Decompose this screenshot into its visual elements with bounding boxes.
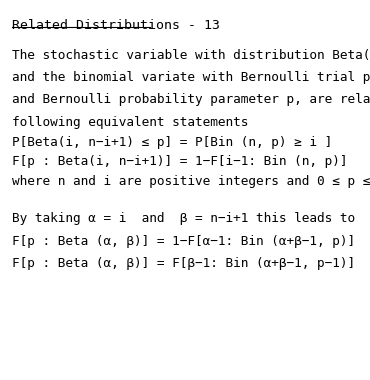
Text: and Bernoulli probability parameter p, are related by the: and Bernoulli probability parameter p, a… <box>12 93 370 106</box>
Text: P[Beta(i, n−i+1) ≤ p] = P[Bin (n, p) ≥ i ]: P[Beta(i, n−i+1) ≤ p] = P[Bin (n, p) ≥ i… <box>12 136 333 149</box>
Text: F[p : Beta (α, β)] = 1−F[α−1: Bin (α+β−1, p)]: F[p : Beta (α, β)] = 1−F[α−1: Bin (α+β−1… <box>12 234 355 248</box>
Text: and the binomial variate with Bernoulli trial parameter n: and the binomial variate with Bernoulli … <box>12 71 370 84</box>
Text: Related Distributions - 13: Related Distributions - 13 <box>12 19 220 32</box>
Text: following equivalent statements: following equivalent statements <box>12 116 249 129</box>
Text: The stochastic variable with distribution Beta(i, n−i+1): The stochastic variable with distributio… <box>12 49 370 62</box>
Text: where n and i are positive integers and 0 ≤ p ≤ 1.: where n and i are positive integers and … <box>12 175 370 188</box>
Text: F[p : Beta(i, n−i+1)] = 1−F[i−1: Bin (n, p)]: F[p : Beta(i, n−i+1)] = 1−F[i−1: Bin (n,… <box>12 155 348 168</box>
Text: By taking α = i  and  β = n−i+1 this leads to: By taking α = i and β = n−i+1 this leads… <box>12 212 355 225</box>
Text: F[p : Beta (α, β)] = F[β−1: Bin (α+β−1, p−1)]: F[p : Beta (α, β)] = F[β−1: Bin (α+β−1, … <box>12 257 355 270</box>
